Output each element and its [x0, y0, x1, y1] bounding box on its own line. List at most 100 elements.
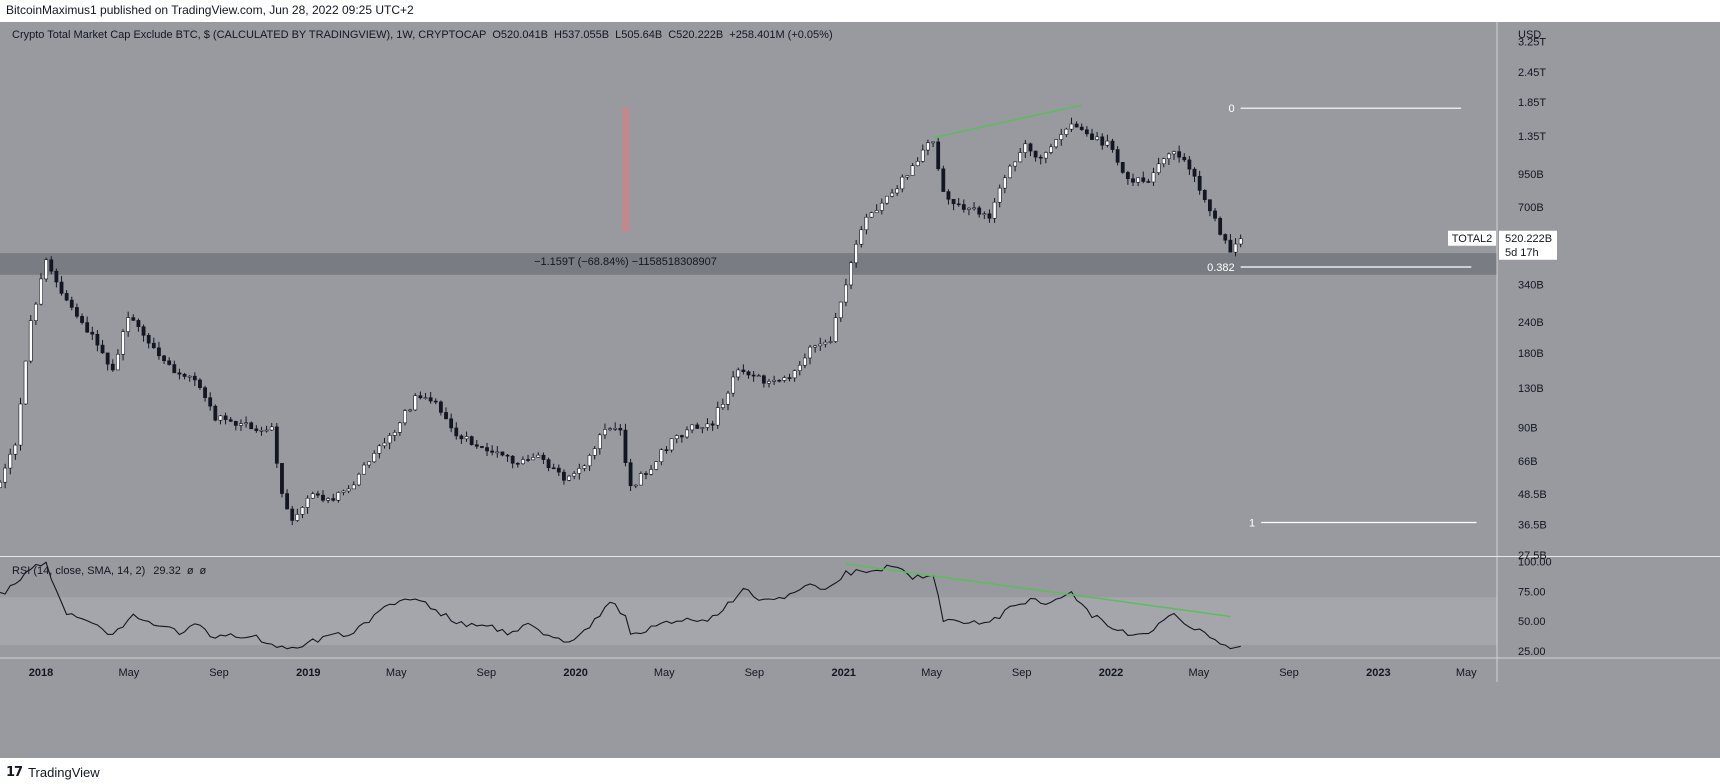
- candle: [44, 257, 49, 282]
- candle: [469, 435, 474, 446]
- candle-body: [1013, 161, 1017, 167]
- candle: [157, 341, 161, 360]
- candle: [833, 312, 838, 343]
- candle-body: [290, 508, 295, 521]
- candle: [1100, 133, 1105, 150]
- candle-body: [1084, 129, 1089, 135]
- fib-level-label: 0: [1229, 103, 1235, 115]
- candle-body: [1172, 151, 1176, 155]
- rsi-line: [0, 561, 1241, 650]
- candle-body: [146, 335, 151, 344]
- candle-body: [1100, 136, 1105, 146]
- candle-body: [239, 423, 243, 426]
- candle: [105, 352, 110, 371]
- candle: [1090, 128, 1094, 140]
- candle-body: [480, 446, 484, 448]
- candle: [274, 423, 279, 468]
- candle-body: [428, 397, 433, 402]
- candle-body: [1136, 177, 1141, 183]
- candle-body: [587, 455, 592, 467]
- rsi-value: 29.32: [153, 565, 181, 577]
- candle-body: [936, 141, 941, 170]
- candle-body: [382, 442, 387, 447]
- candle: [336, 491, 341, 503]
- candle-body: [972, 207, 976, 210]
- candle-body: [982, 213, 987, 216]
- candle: [679, 434, 684, 443]
- candle: [895, 185, 900, 196]
- candle: [146, 333, 151, 349]
- candle-body: [285, 493, 289, 510]
- candle-body: [418, 395, 423, 399]
- candle-body: [223, 415, 228, 420]
- fib-level-label: 0.382: [1207, 262, 1235, 274]
- candle: [33, 301, 38, 326]
- candle: [1233, 238, 1238, 257]
- candle: [1125, 170, 1130, 185]
- candle: [18, 397, 23, 451]
- candle: [756, 373, 761, 378]
- candle-body: [321, 494, 325, 501]
- candle-body: [1033, 150, 1038, 158]
- candle: [418, 391, 423, 400]
- candle: [1038, 154, 1043, 165]
- candle: [761, 374, 766, 388]
- candle-body: [526, 459, 530, 461]
- time-axis-tick: Sep: [1012, 667, 1032, 679]
- candle: [259, 426, 264, 436]
- ohlc-high-value: 537.055B: [562, 29, 609, 41]
- candle: [1151, 167, 1156, 187]
- candle-body: [828, 341, 833, 343]
- candle-body: [905, 175, 910, 178]
- candle: [131, 314, 136, 321]
- candle: [167, 357, 172, 366]
- candle-body: [690, 424, 695, 431]
- candle-body: [685, 429, 689, 438]
- candle-body: [608, 428, 612, 430]
- candle: [1192, 167, 1197, 183]
- rsi-title: RSI (14, close, SMA, 14, 2): [12, 565, 145, 577]
- time-axis-tick: 2020: [563, 667, 587, 679]
- price-axis-tick: 90B: [1518, 422, 1538, 434]
- candle-body: [1131, 178, 1135, 183]
- last-price-tag: [1499, 230, 1557, 260]
- candle-body: [259, 429, 264, 432]
- candle: [310, 491, 315, 499]
- candle: [372, 450, 377, 463]
- candle-body: [751, 374, 756, 377]
- candle: [772, 375, 777, 385]
- candle-body: [1120, 162, 1125, 173]
- candle-body: [603, 429, 607, 436]
- symbol-tag-label: TOTAL2: [1452, 233, 1493, 245]
- candle: [854, 239, 859, 268]
- candle: [659, 448, 664, 466]
- candle: [1049, 143, 1053, 155]
- candle: [49, 256, 54, 275]
- candle-body: [931, 141, 935, 144]
- candle-body: [172, 364, 177, 374]
- candle-body: [705, 423, 710, 428]
- candle-body: [500, 451, 505, 456]
- price-axis-tick: 3.25T: [1518, 37, 1546, 49]
- candle-body: [408, 409, 413, 412]
- candle: [136, 318, 141, 332]
- candle-body: [1049, 146, 1053, 153]
- candle: [1166, 152, 1171, 165]
- candle: [382, 437, 387, 449]
- time-axis-tick: Sep: [745, 667, 765, 679]
- chart-area[interactable]: −1.159T (−68.84%) −1158518308907 0 0.382 1…: [0, 22, 1720, 758]
- candle: [428, 391, 433, 404]
- candle-body: [100, 344, 105, 354]
- candle: [808, 344, 812, 365]
- candle: [377, 444, 382, 459]
- candle-body: [367, 461, 372, 466]
- candle-body: [198, 379, 202, 388]
- candle-body: [444, 412, 448, 420]
- candle-body: [582, 465, 587, 469]
- candle: [1141, 171, 1146, 184]
- chart-canvas[interactable]: −1.159T (−68.84%) −1158518308907 0 0.382 1…: [0, 22, 1720, 758]
- candle-body: [1197, 175, 1202, 191]
- candle: [1064, 127, 1069, 138]
- candle-body: [1008, 165, 1012, 179]
- candle: [244, 416, 248, 428]
